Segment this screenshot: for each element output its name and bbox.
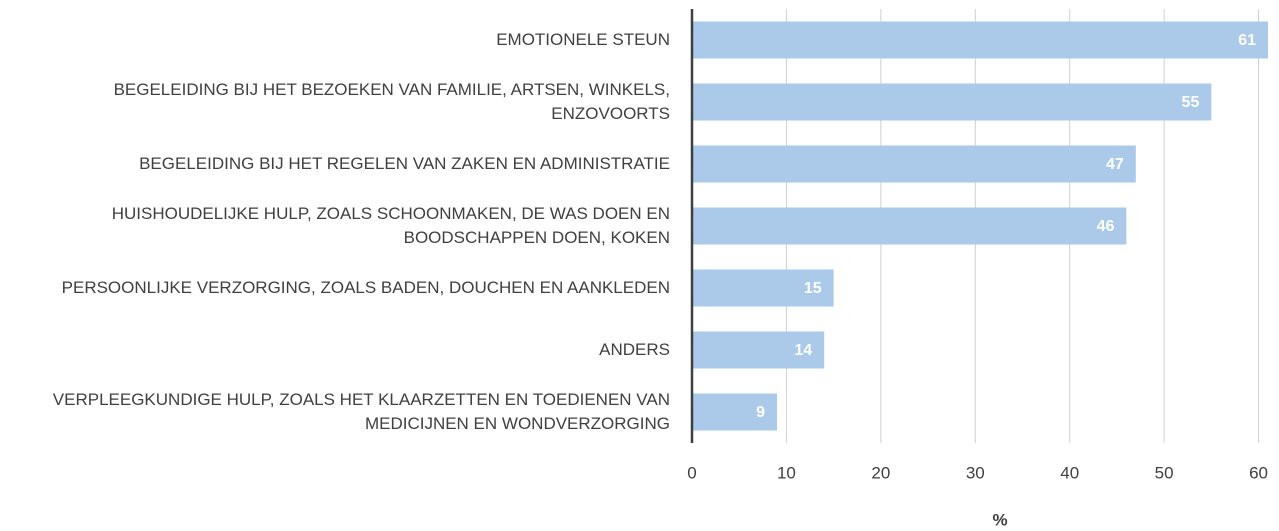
bar	[692, 269, 834, 307]
bar	[692, 393, 777, 431]
bar	[692, 21, 1268, 59]
category-label: HUISHOUDELIJKE HULP, ZOALS SCHOONMAKEN, …	[111, 204, 670, 247]
bar	[692, 145, 1136, 183]
x-tick-label: 50	[1155, 463, 1174, 482]
value-label: 61	[1238, 32, 1256, 49]
value-label: 14	[794, 342, 812, 359]
bar	[692, 331, 825, 369]
bar	[692, 207, 1127, 245]
x-tick-label: 0	[687, 463, 696, 482]
value-label: 46	[1097, 218, 1115, 235]
value-label: 9	[756, 404, 765, 421]
value-label: 47	[1106, 156, 1124, 173]
category-label: PERSOONLIJKE VERZORGING, ZOALS BADEN, DO…	[61, 278, 670, 297]
category-label: EMOTIONELE STEUN	[496, 30, 670, 49]
category-label: ANDERS	[599, 340, 670, 359]
category-label: BEGELEIDING BIJ HET REGELEN VAN ZAKEN EN…	[139, 154, 670, 173]
bar	[692, 83, 1212, 121]
x-tick-label: 60	[1249, 463, 1268, 482]
value-label: 55	[1182, 94, 1200, 111]
category-label: VERPLEEGKUNDIGE HULP, ZOALS HET KLAARZET…	[52, 390, 670, 433]
x-tick-label: 20	[871, 463, 890, 482]
x-axis-label: %	[992, 510, 1007, 529]
value-label: 15	[804, 280, 822, 297]
x-tick-label: 30	[966, 463, 985, 482]
x-tick-label: 40	[1060, 463, 1079, 482]
x-tick-label: 10	[777, 463, 796, 482]
category-label: BEGELEIDING BIJ HET BEZOEKEN VAN FAMILIE…	[113, 80, 670, 123]
